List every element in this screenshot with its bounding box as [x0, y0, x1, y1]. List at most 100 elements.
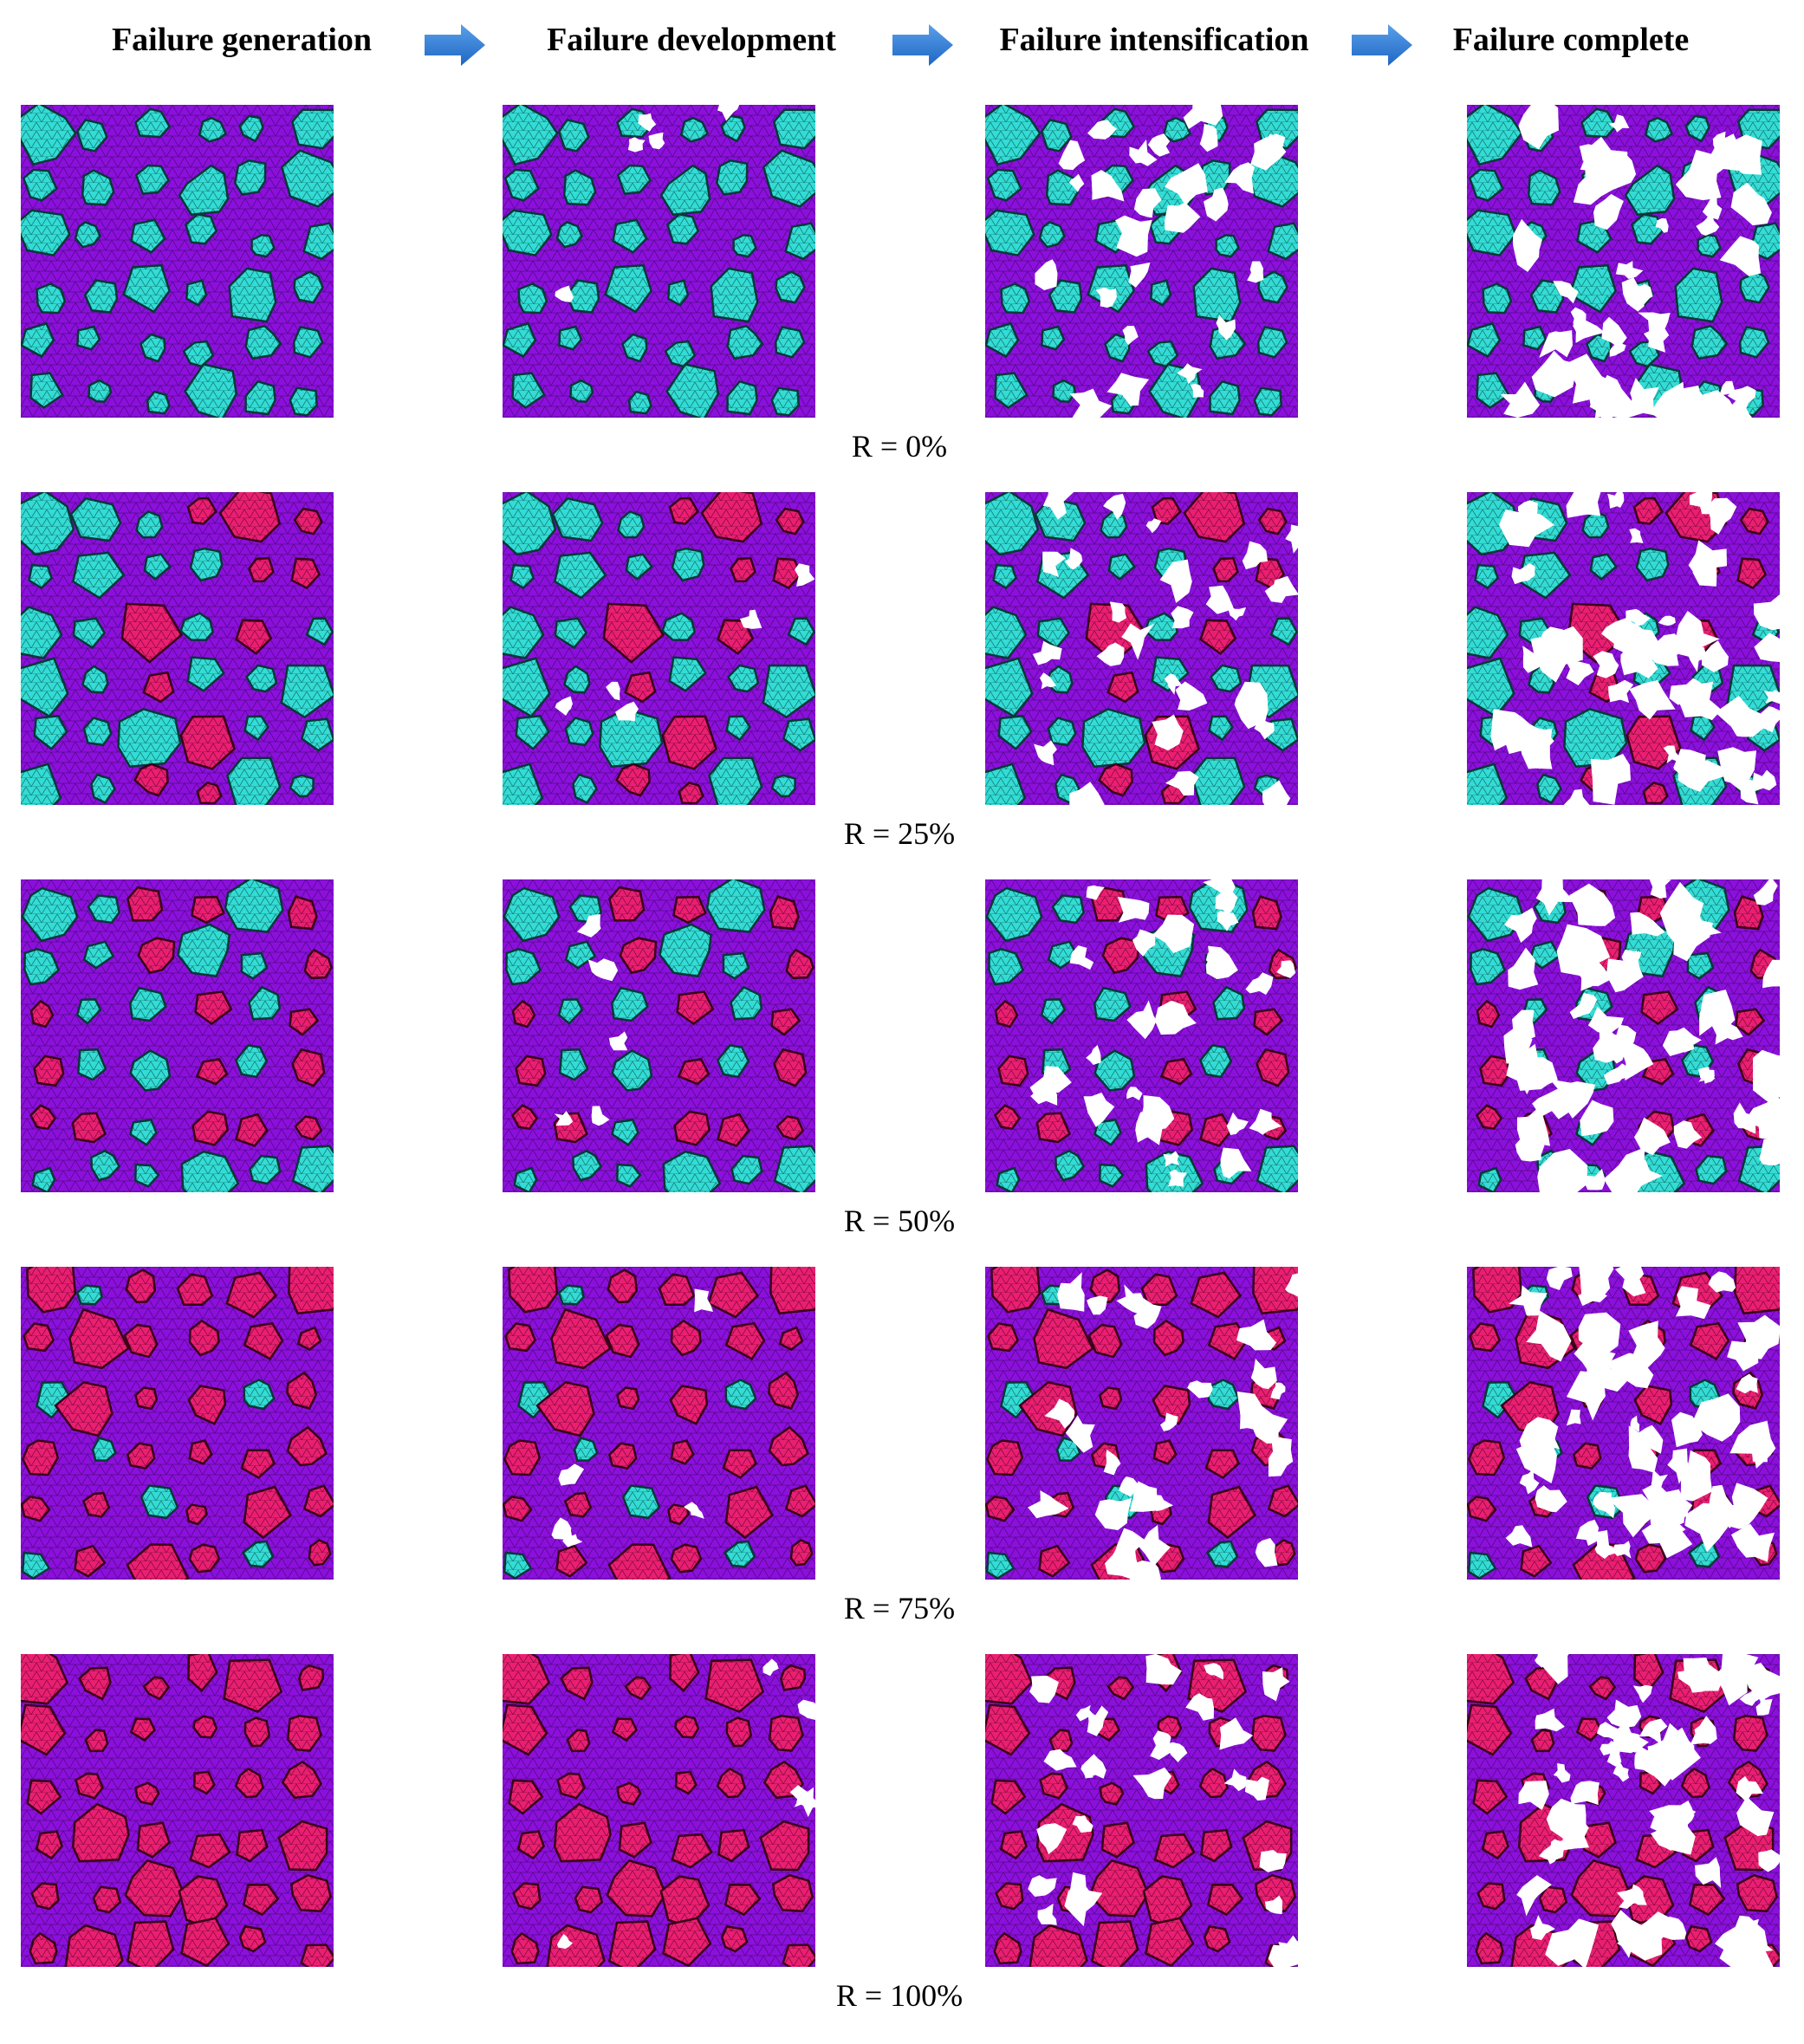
- aggregate: [294, 1115, 323, 1141]
- aggregate: [1626, 715, 1682, 770]
- aggregate: [1206, 1884, 1244, 1917]
- matrix: [21, 105, 334, 418]
- crack: [1103, 493, 1126, 520]
- crack: [1754, 633, 1780, 662]
- aggregate: [503, 1496, 533, 1522]
- aggregate: [1253, 386, 1282, 417]
- aggregate: [1476, 1882, 1506, 1911]
- aggregate: [142, 671, 175, 704]
- aggregate: [1162, 116, 1192, 143]
- crack: [1250, 133, 1286, 171]
- crack: [1168, 1742, 1188, 1762]
- aggregate: [535, 1380, 595, 1437]
- aggregate: [1029, 1924, 1088, 1967]
- aggregate: [1467, 1496, 1497, 1522]
- crack: [1606, 1699, 1642, 1729]
- aggregate: [677, 1057, 711, 1086]
- crack: [1579, 144, 1605, 163]
- aggregate: [21, 606, 63, 659]
- aggregate: [1475, 1104, 1503, 1131]
- crack: [1234, 681, 1269, 730]
- crack: [1175, 681, 1208, 711]
- crack: [1628, 1320, 1665, 1370]
- aggregate: [180, 1150, 240, 1192]
- crack: [1215, 890, 1238, 917]
- aggregate: [997, 1054, 1029, 1087]
- aggregate: [730, 556, 756, 583]
- aggregate: [280, 149, 334, 208]
- crack: [1109, 601, 1127, 623]
- aggregate: [1157, 1715, 1183, 1739]
- aggregate: [1152, 1439, 1178, 1465]
- aggregate: [513, 1166, 538, 1192]
- crack: [1570, 1781, 1600, 1806]
- crack: [1697, 1068, 1715, 1083]
- aggregate: [1470, 947, 1507, 986]
- aggregate: [1467, 1551, 1497, 1580]
- aggregate: [762, 664, 815, 719]
- aggregate: [1205, 1540, 1239, 1568]
- aggregate: [671, 547, 705, 582]
- crack: [1753, 1049, 1780, 1102]
- crack: [1126, 1087, 1143, 1100]
- crack: [558, 1463, 585, 1486]
- crack: [1629, 680, 1676, 720]
- crack: [1278, 1940, 1298, 1967]
- aggregate: [1580, 107, 1618, 139]
- aggregate: [679, 116, 710, 143]
- aggregate: [1624, 164, 1676, 217]
- aggregate: [30, 1882, 60, 1911]
- aggregate: [985, 606, 1028, 659]
- matrix: [503, 1654, 815, 1967]
- crack: [1118, 1476, 1140, 1497]
- aggregate: [732, 234, 757, 258]
- aggregate: [134, 1781, 160, 1806]
- crack: [1042, 492, 1074, 520]
- aggregate: [1644, 116, 1674, 143]
- aggregate: [1190, 1271, 1243, 1319]
- crack: [1254, 719, 1275, 740]
- crack: [1730, 182, 1772, 226]
- aggregate: [517, 282, 548, 315]
- aggregate: [91, 1436, 117, 1462]
- crack: [1086, 885, 1105, 900]
- aggregate: [770, 1008, 801, 1036]
- aggregate: [674, 1770, 698, 1795]
- crack: [1147, 133, 1171, 157]
- aggregate: [782, 1943, 815, 1967]
- aggregate: [1570, 1859, 1632, 1917]
- crack: [1133, 1298, 1162, 1329]
- aggregate: [75, 1284, 104, 1306]
- crack: [1121, 623, 1155, 660]
- aggregate: [985, 762, 1027, 805]
- aggregate: [1252, 1267, 1298, 1315]
- aggregate: [1199, 619, 1237, 656]
- aggregate: [1256, 1048, 1290, 1087]
- crack: [1086, 1045, 1101, 1065]
- crack: [1729, 1420, 1776, 1469]
- aggregate: [54, 1380, 114, 1437]
- aggregate: [1035, 1112, 1072, 1144]
- aggregate: [1212, 985, 1246, 1021]
- aggregate: [288, 1267, 334, 1315]
- aggregate: [1039, 1772, 1068, 1800]
- aggregate: [1098, 1386, 1123, 1411]
- simulation-panel: [985, 492, 1298, 805]
- aggregate: [303, 948, 333, 980]
- aggregate: [784, 1484, 815, 1518]
- aggregate: [1575, 1717, 1603, 1742]
- aggregate: [192, 1715, 218, 1739]
- aggregate: [1036, 617, 1071, 650]
- crack: [1205, 948, 1225, 966]
- crack: [1566, 1409, 1581, 1426]
- crack: [1590, 754, 1631, 805]
- aggregate: [123, 1323, 159, 1359]
- aggregate: [564, 717, 594, 747]
- crack: [1715, 696, 1766, 737]
- crack: [1535, 1708, 1565, 1732]
- aggregate: [23, 947, 61, 986]
- aggregate: [724, 1485, 775, 1540]
- aggregate: [1144, 612, 1179, 641]
- crack: [1628, 1425, 1658, 1473]
- aggregate: [81, 665, 109, 694]
